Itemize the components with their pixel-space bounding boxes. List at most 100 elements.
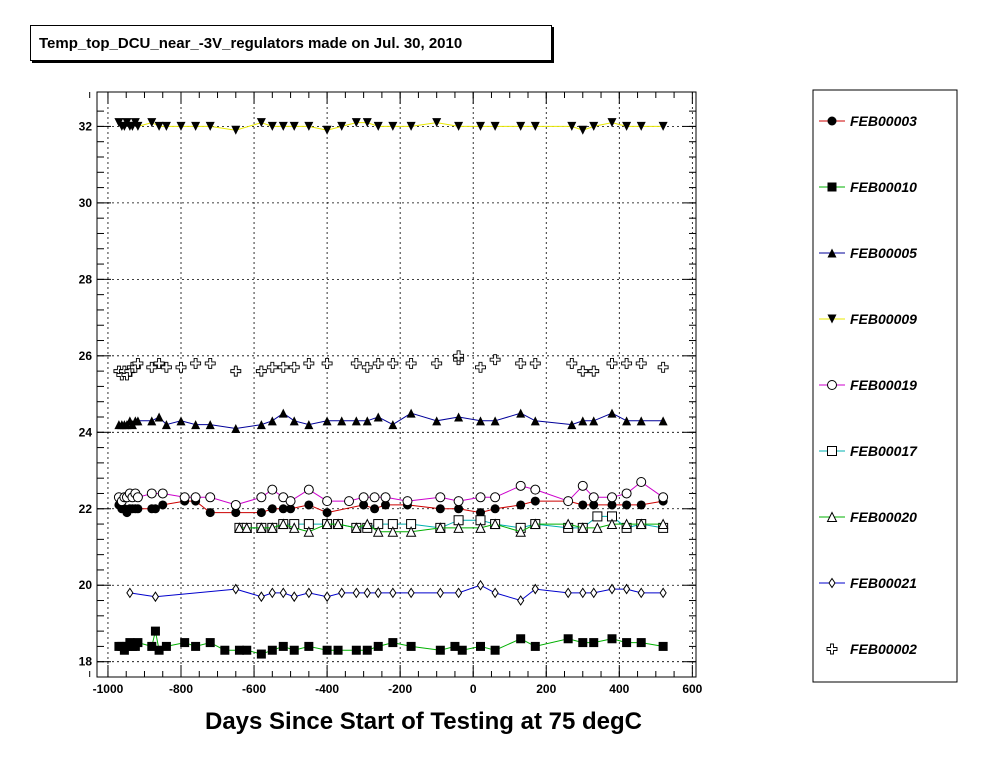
data-point-FEB00010: [351, 645, 361, 655]
data-point-FEB00010: [256, 649, 266, 659]
data-point-FEB00020: [372, 526, 384, 537]
data-point-FEB00020: [256, 522, 267, 533]
data-point-FEB00009: [133, 121, 143, 131]
data-point-FEB00010: [622, 638, 632, 648]
data-point-FEB00002: [635, 358, 647, 369]
data-point-FEB00019: [179, 492, 190, 503]
data-point-FEB00009: [567, 121, 577, 131]
data-point-FEB00002: [405, 358, 417, 369]
data-point-FEB00003: [267, 504, 277, 514]
data-point-FEB00003: [359, 500, 369, 510]
data-point-FEB00009: [161, 121, 171, 131]
data-point-FEB00017: [592, 511, 603, 522]
data-point-FEB00021: [151, 591, 160, 603]
x-tick-label: -200: [388, 682, 412, 696]
data-point-FEB00002: [132, 358, 144, 369]
data-point-FEB00019: [146, 488, 157, 499]
data-point-FEB00009: [191, 121, 201, 131]
data-point-FEB00020: [277, 518, 289, 530]
data-point-FEB00009: [476, 121, 486, 131]
data-point-FEB00002: [588, 365, 600, 377]
legend-marker-FEB00010: [827, 182, 837, 192]
data-point-FEB00002: [190, 358, 202, 369]
data-point-FEB00020: [405, 526, 417, 537]
data-point-FEB00010: [636, 638, 646, 648]
data-point-FEB00005: [289, 416, 299, 426]
data-point-FEB00003: [589, 500, 599, 510]
data-point-FEB00021: [454, 587, 463, 599]
legend-label-FEB00017: FEB00017: [850, 443, 918, 459]
data-point-FEB00021: [374, 587, 382, 599]
legend-marker-FEB00005: [827, 248, 837, 258]
chart-title: Temp_top_DCU_near_-3V_regulators made on…: [30, 25, 552, 61]
data-point-FEB00021: [323, 591, 331, 603]
data-point-FEB00005: [530, 416, 540, 426]
data-point-FEB00002: [475, 361, 486, 373]
data-point-FEB00005: [622, 416, 632, 426]
data-point-FEB00010: [388, 638, 398, 648]
legend-marker-FEB00003: [827, 116, 837, 126]
data-point-FEB00019: [285, 496, 296, 507]
legend-label-FEB00019: FEB00019: [850, 377, 917, 393]
y-tick-label: 20: [79, 578, 93, 592]
plot-frame: [96, 91, 697, 678]
data-point-FEB00005: [607, 408, 617, 418]
data-point-FEB00002: [160, 361, 172, 373]
data-point-FEB00010: [191, 641, 201, 651]
data-point-FEB00002: [566, 358, 578, 369]
data-point-FEB00009: [406, 121, 416, 131]
data-point-FEB00021: [363, 587, 371, 599]
data-point-FEB00005: [362, 416, 372, 426]
data-point-FEB00003: [490, 504, 500, 514]
data-point-FEB00009: [432, 118, 442, 128]
data-point-FEB00020: [592, 522, 603, 533]
data-point-FEB00003: [435, 504, 445, 514]
data-point-FEB00009: [256, 118, 266, 128]
data-point-FEB00020: [288, 522, 300, 533]
data-point-FEB00005: [567, 420, 577, 430]
data-point-FEB00002: [277, 361, 289, 373]
data-point-FEB00002: [266, 361, 278, 373]
data-point-FEB00019: [205, 492, 216, 503]
data-point-FEB00010: [147, 641, 157, 651]
data-point-FEB00005: [578, 416, 588, 426]
data-point-FEB00019: [435, 492, 446, 503]
data-point-FEB00019: [132, 492, 143, 503]
chart-title-text: Temp_top_DCU_near_-3V_regulators made on…: [39, 34, 463, 52]
data-point-FEB00002: [372, 358, 384, 369]
data-point-FEB00002: [255, 365, 267, 377]
data-point-FEB00019: [230, 499, 241, 510]
data-point-FEB00005: [490, 416, 500, 426]
data-point-FEB00003: [256, 508, 266, 518]
data-point-FEB00010: [516, 634, 526, 644]
data-point-FEB00010: [450, 641, 460, 651]
data-point-FEB00019: [490, 492, 501, 503]
data-point-FEB00019: [621, 488, 632, 499]
data-point-FEB00020: [606, 518, 618, 530]
data-point-FEB00002: [453, 350, 465, 362]
y-tick-label: 30: [79, 196, 93, 210]
data-point-FEB00002: [621, 358, 633, 369]
data-point-FEB00003: [454, 504, 464, 514]
data-point-FEB00019: [267, 484, 278, 495]
data-point-FEB00019: [475, 492, 486, 503]
data-point-FEB00005: [432, 416, 442, 426]
data-point-FEB00020: [475, 522, 486, 533]
data-point-FEB00005: [476, 416, 486, 426]
data-point-FEB00021: [491, 587, 499, 599]
data-point-FEB00009: [454, 121, 464, 131]
data-point-FEB00020: [387, 526, 399, 537]
data-point-FEB00009: [530, 121, 540, 131]
data-point-FEB00009: [267, 121, 277, 131]
data-point-FEB00009: [231, 125, 241, 135]
data-point-FEB00020: [562, 518, 574, 530]
data-point-FEB00009: [578, 125, 588, 135]
data-point-FEB00010: [278, 641, 288, 651]
data-point-FEB00021: [407, 587, 415, 599]
data-point-FEB00010: [658, 641, 668, 651]
x-tick-label: 400: [609, 682, 629, 696]
data-point-FEB00020: [515, 526, 526, 537]
x-tick-label: 600: [682, 682, 702, 696]
data-point-FEB00010: [242, 645, 252, 655]
data-point-FEB00019: [256, 492, 267, 503]
